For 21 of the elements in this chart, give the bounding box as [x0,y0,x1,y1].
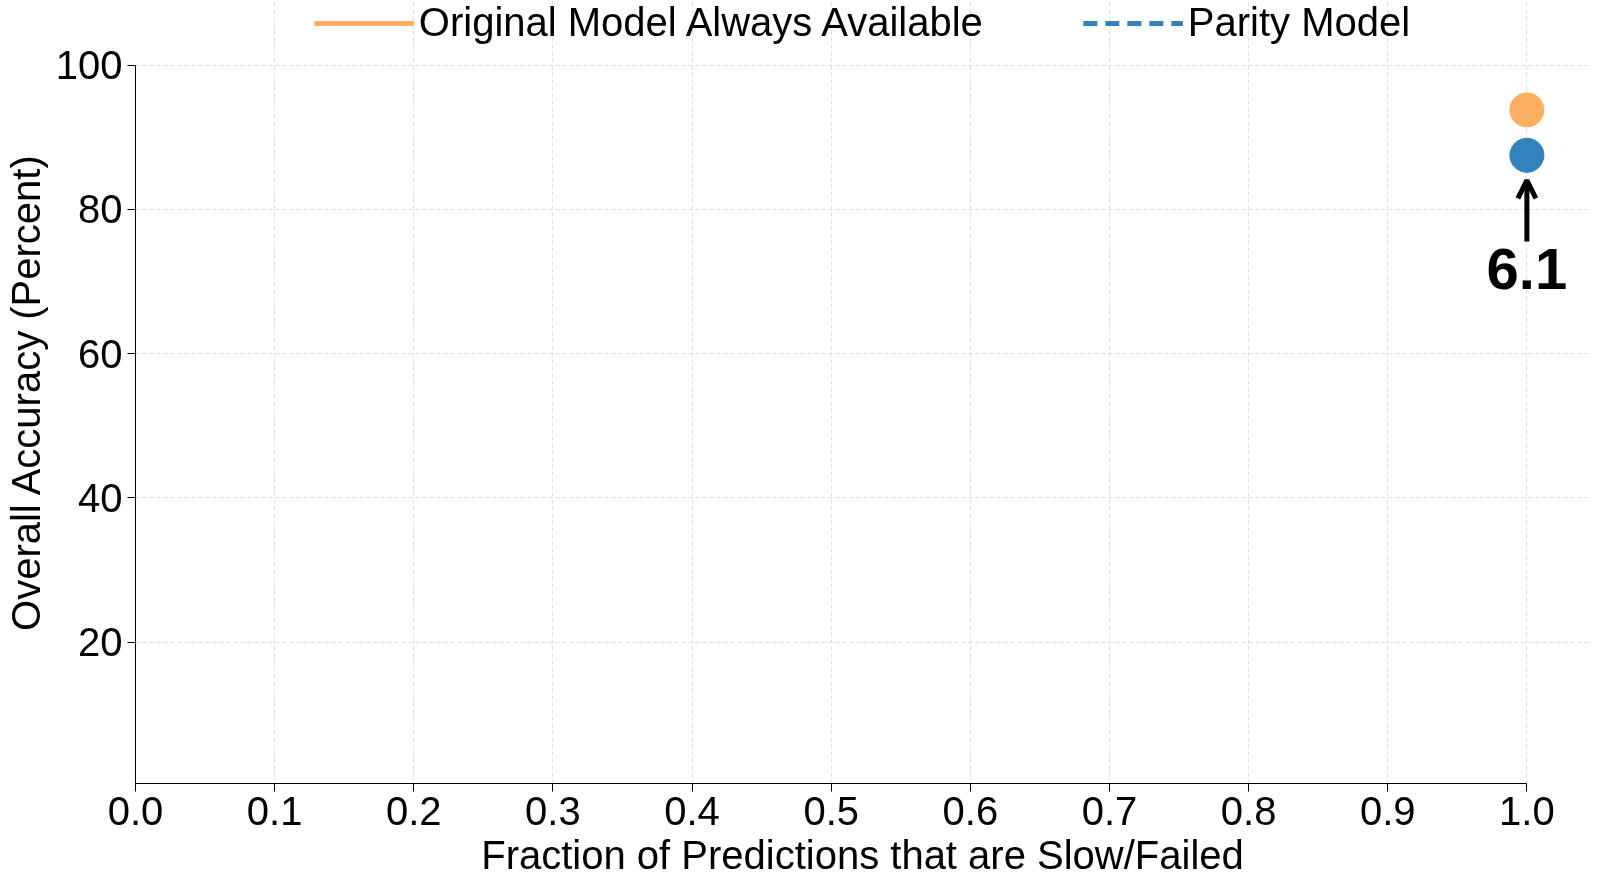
x-tick-label: 0.4 [664,788,720,833]
legend-label: Original Model Always Available [418,0,983,45]
annotation: 6.1 [1486,235,1568,301]
x-tick-label: 1.0 [1499,788,1555,833]
x-tick-label: 0.2 [385,788,442,833]
y-tick-label: 40 [78,475,123,520]
x-tick-label: 0.6 [942,788,999,833]
y-tick-label: 100 [55,43,123,88]
y-tick-label: 80 [78,187,123,232]
x-tick-label: 0.1 [246,788,303,833]
x-tick-label: 0.8 [1220,788,1277,833]
x-tick-label: 0.9 [1359,788,1416,833]
y-tick-label: 60 [78,331,123,376]
x-tick-label: 0.0 [107,788,164,833]
x-tick-label: 0.3 [525,788,581,833]
x-tick-label: 0.7 [1081,788,1138,833]
legend-label: Parity Model [1187,0,1411,45]
x-tick-label: 0.5 [803,788,859,833]
x-axis-title: Fraction of Predictions that are Slow/Failed [481,832,1244,877]
y-tick-label: 20 [78,620,123,665]
y-axis-title: Overall Accuracy (Percent) [3,155,48,631]
